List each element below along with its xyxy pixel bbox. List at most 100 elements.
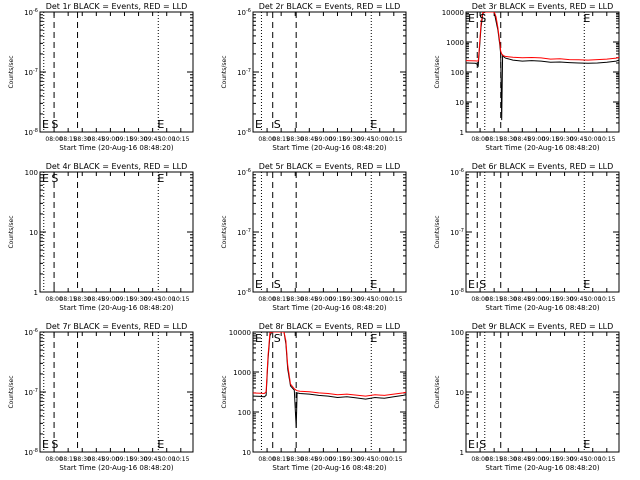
x-axis-label: Start Time (20-Aug-16 08:48:20)	[485, 144, 599, 152]
events-series-line	[466, 12, 619, 121]
event-marker: E	[468, 278, 475, 291]
x-tick-label: 08:30	[500, 456, 517, 463]
plot-frame	[39, 11, 194, 133]
x-tick-label: 09:30	[556, 456, 573, 463]
x-tick-label: 09:45	[570, 456, 587, 463]
x-tick-label: 09:15	[116, 136, 133, 143]
x-tick-label: 08:30	[287, 136, 304, 143]
x-tick-label: 08:00	[471, 136, 488, 143]
event-marker: E	[42, 172, 49, 185]
x-axis-label: Start Time (20-Aug-16 08:48:20)	[59, 464, 173, 472]
y-tick-label: 1000	[233, 369, 251, 377]
x-tick-label: 08:00	[471, 456, 488, 463]
plot-frame	[252, 331, 407, 453]
x-tick-label: 09:00	[315, 456, 332, 463]
event-marker: S	[51, 118, 58, 131]
x-tick-label: 09:45	[570, 136, 587, 143]
event-marker: E	[370, 118, 377, 131]
panel-6: Det 6r BLACK = Events, RED = LLD08:0008:…	[434, 162, 620, 312]
x-tick-label: 08:15	[486, 296, 503, 303]
y-tick-label: 100	[451, 69, 464, 77]
y-tick-label: 10-8	[450, 288, 464, 297]
x-tick-label: 10:00	[371, 296, 388, 303]
x-tick-label: 08:45	[514, 296, 531, 303]
y-tick-label: 10-6	[24, 328, 38, 337]
x-tick-label: 08:00	[45, 136, 62, 143]
y-tick-label: 1000	[446, 39, 464, 47]
y-axis-label: Counts/sec	[434, 375, 441, 408]
event-marker: E	[157, 118, 164, 131]
panel-title: Det 6r BLACK = Events, RED = LLD	[472, 162, 614, 171]
panel-5: Det 5r BLACK = Events, RED = LLD08:0008:…	[221, 162, 407, 312]
x-axis-label: Start Time (20-Aug-16 08:48:20)	[485, 464, 599, 472]
event-marker: E	[468, 438, 475, 451]
y-tick-label: 10-6	[450, 168, 464, 177]
x-tick-label: 09:00	[315, 296, 332, 303]
x-tick-label: 08:00	[45, 456, 62, 463]
event-marker: S	[479, 278, 486, 291]
x-tick-label: 08:30	[74, 136, 91, 143]
x-tick-label: 08:30	[500, 296, 517, 303]
y-tick-label: 10	[455, 389, 464, 397]
y-tick-label: 10000	[229, 329, 251, 337]
x-tick-label: 08:45	[514, 136, 531, 143]
y-tick-label: 10-6	[237, 168, 251, 177]
x-tick-label: 09:30	[130, 456, 147, 463]
x-axis-label: Start Time (20-Aug-16 08:48:20)	[485, 304, 599, 312]
events-series-line	[253, 332, 406, 428]
x-tick-label: 08:45	[514, 456, 531, 463]
y-tick-label: 1	[34, 289, 38, 297]
panel-8: Det 8r BLACK = Events, RED = LLD 08:0008:…	[221, 322, 407, 472]
y-axis-label: Counts/sec	[434, 55, 441, 88]
y-tick-label: 100	[451, 329, 464, 337]
x-tick-label: 09:00	[102, 296, 119, 303]
x-tick-label: 10:15	[172, 456, 189, 463]
event-marker: E	[468, 12, 475, 25]
x-tick-label: 09:45	[357, 136, 374, 143]
x-tick-label: 10:00	[158, 136, 175, 143]
x-tick-label: 08:15	[273, 296, 290, 303]
event-marker: S	[479, 438, 486, 451]
y-tick-label: 10-8	[237, 128, 251, 137]
x-tick-label: 09:45	[144, 456, 161, 463]
x-tick-label: 09:30	[343, 296, 360, 303]
x-tick-label: 10:00	[371, 456, 388, 463]
panel-1: Det 1r BLACK = Events, RED = LLD 08:00 08:…	[8, 2, 194, 152]
plot-frame	[465, 11, 620, 133]
x-tick-label: 09:15	[542, 296, 559, 303]
x-axis-label: Start Time (20-Aug-16 08:48:20)	[272, 144, 386, 152]
x-tick-label: 08:00	[258, 296, 275, 303]
x-tick-label: 08:15	[273, 456, 290, 463]
x-tick-label: 09:00	[102, 136, 119, 143]
y-axis-label: Counts/sec	[8, 215, 15, 248]
x-tick-label: 09:30	[130, 296, 147, 303]
x-tick-label: 09:45	[357, 296, 374, 303]
plot-frame	[252, 11, 407, 133]
event-marker: S	[274, 118, 281, 131]
y-tick-label: 10-7	[237, 228, 251, 237]
panel-7: Det 7r BLACK = Events, RED = LLD08:0008:…	[8, 322, 194, 472]
x-tick-label: 08:45	[301, 136, 318, 143]
x-tick-label: 08:00	[258, 136, 275, 143]
lld-series-line	[466, 12, 619, 62]
x-tick-label: 09:30	[343, 136, 360, 143]
plot-frame	[39, 331, 194, 453]
x-tick-label: 09:00	[528, 456, 545, 463]
event-marker: E	[583, 438, 590, 451]
x-tick-label: 09:15	[329, 136, 346, 143]
event-marker: E	[255, 332, 262, 345]
x-tick-label: 09:45	[357, 456, 374, 463]
x-tick-label: 09:00	[528, 296, 545, 303]
event-marker: S	[479, 12, 486, 25]
panel-3: Det 3r BLACK = Events, RED = LLD 08:00 08:…	[434, 2, 620, 152]
x-tick-label: 10:15	[172, 136, 189, 143]
x-tick-label: 08:00	[258, 456, 275, 463]
y-axis-label: Counts/sec	[434, 215, 441, 248]
plot-frame	[465, 331, 620, 453]
x-tick-label: 09:00	[315, 136, 332, 143]
x-tick-label: 08:30	[287, 296, 304, 303]
panel-title: Det 8r BLACK = Events, RED = LLD	[259, 322, 401, 331]
panel-title: Det 3r BLACK = Events, RED = LLD	[472, 2, 614, 11]
panel-title: Det 1r BLACK = Events, RED = LLD	[46, 2, 188, 11]
x-axis-label: Start Time (20-Aug-16 08:48:20)	[59, 304, 173, 312]
